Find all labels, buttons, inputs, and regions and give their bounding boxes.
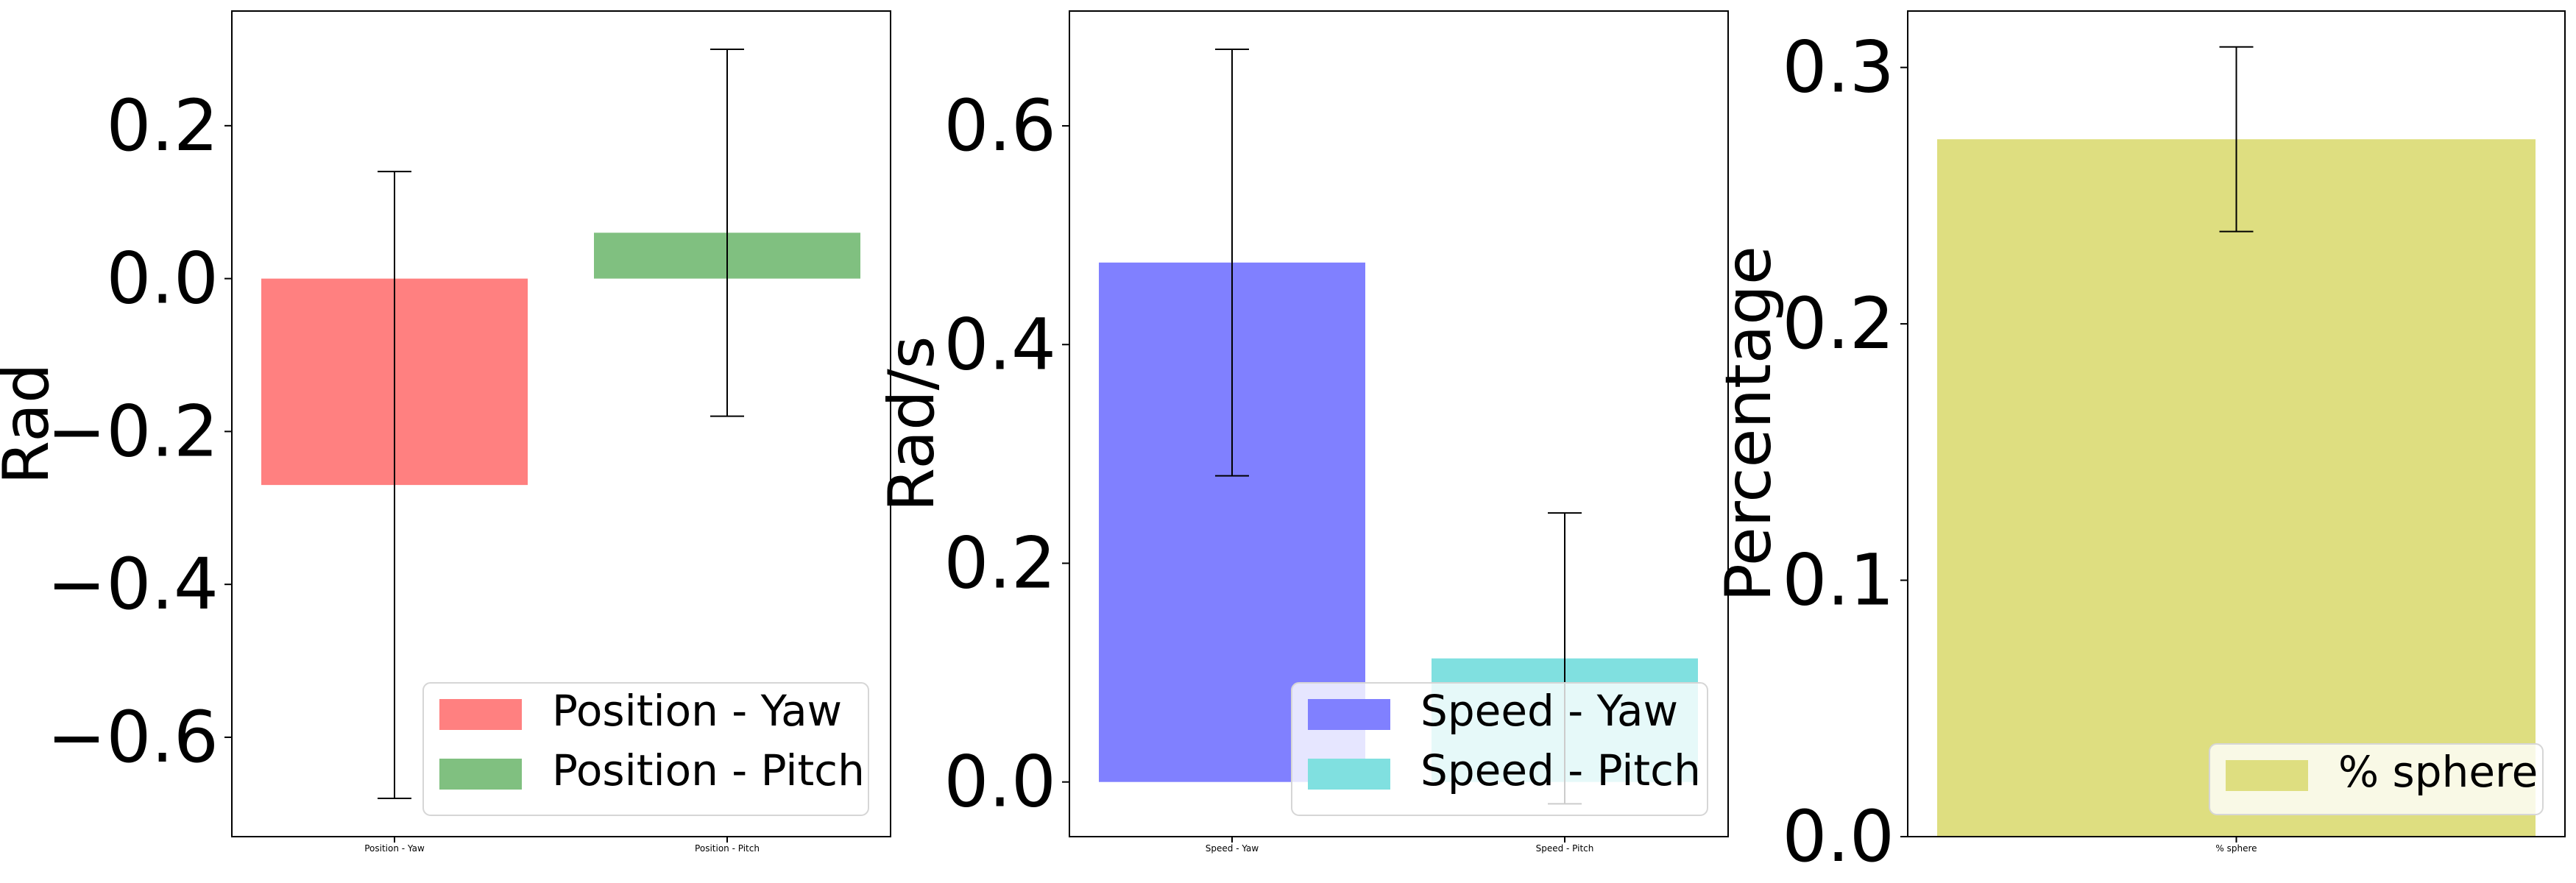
x-tick-label: % sphere (2215, 843, 2257, 854)
legend-label: Position - Yaw (552, 686, 842, 736)
legend-label: Speed - Pitch (1420, 745, 1701, 795)
legend-label: Position - Pitch (552, 745, 865, 795)
x-tick-label: Speed - Pitch (1536, 843, 1594, 854)
x-tick-label: Position - Pitch (695, 843, 760, 854)
chart-panel-3: 0.0 0.1 0.2 0.3 % sphere Percentage % sphere (1712, 10, 2566, 878)
legend-swatch (1308, 759, 1390, 790)
y-tick-label: 0.2 (106, 85, 219, 167)
legend: % sphere (2209, 743, 2544, 815)
y-tick-label: 0.0 (1782, 795, 1894, 878)
y-axis-label: Rad (0, 363, 63, 484)
axes-frame (231, 10, 891, 837)
y-tick-label: 0.2 (1782, 283, 1894, 365)
legend-box (422, 682, 869, 816)
y-tick-label: −0.4 (47, 543, 219, 625)
legend: Speed - Yaw Speed - Pitch (1291, 682, 1708, 816)
y-tick-label: −0.2 (47, 390, 219, 472)
y-tick-label: 0.4 (944, 303, 1056, 386)
y-tick-label: 0.3 (1782, 26, 1894, 109)
legend-swatch (439, 759, 522, 790)
legend-swatch (439, 699, 522, 730)
legend-swatch (1308, 699, 1390, 730)
y-tick-label: 0.6 (944, 85, 1056, 167)
y-axis-label: Rad/s (875, 336, 949, 512)
y-axis-label: Percentage (1712, 246, 1786, 602)
y-tick-label: 0.0 (106, 238, 219, 320)
chart-panel-2: 0.0 0.2 0.4 0.6 Speed - Yaw Speed - Pitch Rad/… (875, 10, 1729, 854)
y-tick-label: 0.0 (944, 741, 1056, 823)
legend: Position - Yaw Position - Pitch (422, 682, 869, 816)
legend-label: % sphere (2338, 747, 2538, 797)
y-tick-label: 0.1 (1782, 539, 1894, 622)
legend-swatch (2226, 760, 2308, 791)
y-tick-label: 0.2 (944, 522, 1056, 604)
x-tick-label: Speed - Yaw (1206, 843, 1259, 854)
legend-label: Speed - Yaw (1420, 686, 1678, 736)
legend-box (1291, 682, 1708, 816)
x-tick-label: Position - Yaw (364, 843, 425, 854)
y-tick-label: −0.6 (47, 696, 219, 779)
bar (1937, 139, 2536, 837)
axes-frame (1069, 10, 1729, 837)
